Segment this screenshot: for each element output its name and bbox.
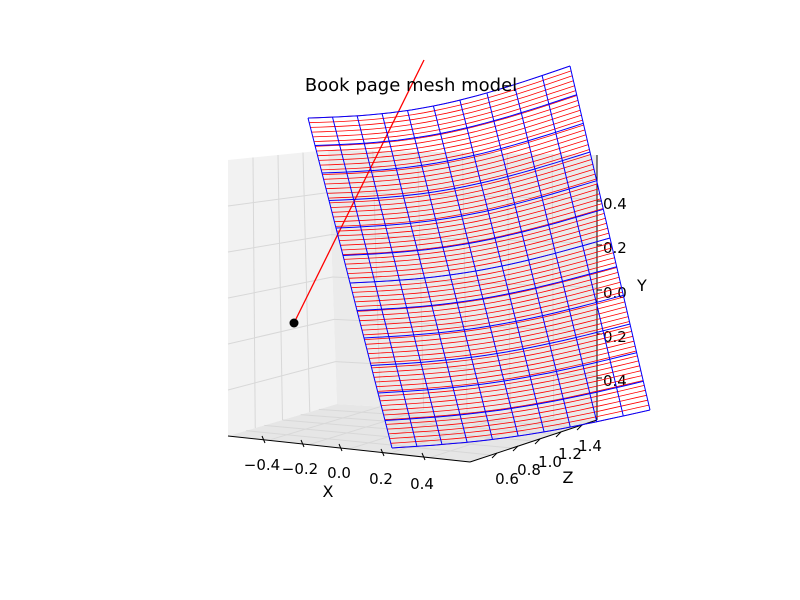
- chart-title: Book page mesh model: [305, 75, 517, 96]
- x-axis-line: [227, 435, 471, 463]
- left-gridline: [277, 154, 283, 421]
- x-tick-label: 0.0: [327, 464, 351, 482]
- mesh-grid-row-line: [328, 151, 591, 201]
- mesh-grid-row-line: [377, 352, 637, 394]
- mesh-grid-row-line: [370, 323, 631, 366]
- mesh-grid-row-line: [335, 180, 597, 229]
- x-tick: [380, 448, 385, 457]
- mesh-grid-row-line: [321, 122, 584, 174]
- z-tick-label: 0.6: [495, 470, 519, 488]
- y-axis-label: Y: [636, 276, 647, 295]
- left-gridline: [252, 157, 256, 429]
- mesh-grid-row-line: [342, 208, 604, 256]
- x-tick: [261, 435, 266, 444]
- x-tick-label: 0.2: [369, 470, 393, 488]
- x-tick: [300, 439, 305, 448]
- camera-point: [289, 318, 299, 328]
- mesh-grid-row-line: [314, 94, 577, 146]
- z-tick-label: 0.8: [517, 461, 541, 479]
- z-tick-label: 1.2: [558, 445, 582, 463]
- mesh-grid-row-line: [391, 409, 651, 449]
- x-tick: [338, 443, 343, 452]
- back-gridline: [335, 361, 598, 377]
- x-tick: [421, 452, 426, 461]
- mesh-grid-row-line: [307, 65, 571, 119]
- z-tick: [491, 452, 498, 459]
- z-axis-line: [469, 419, 598, 463]
- z-tick: [534, 438, 541, 445]
- mesh-grid-row-line: [356, 266, 617, 311]
- left-gridline: [302, 152, 311, 413]
- z-tick-label: 1.4: [578, 437, 602, 455]
- z-tick-labels: 0.6 0.8 1.0 1.2 1.4: [495, 437, 602, 488]
- camera-ray: [293, 59, 425, 324]
- mesh-grid-row-line: [363, 294, 624, 339]
- y-tick-label: 0.4: [603, 195, 627, 213]
- x-tick-label: −0.2: [282, 460, 318, 478]
- z-tick: [576, 424, 583, 431]
- z-tick: [555, 431, 562, 438]
- z-tick: [512, 445, 519, 452]
- left-pane: [228, 150, 337, 436]
- y-tick-label: 0.2: [603, 328, 627, 346]
- x-tick-label: 0.4: [410, 475, 434, 493]
- x-axis-label: X: [323, 482, 334, 501]
- z-axis-label: Z: [563, 468, 574, 487]
- x-tick-labels: −0.4 −0.2 0.0 0.2 0.4: [244, 456, 434, 493]
- mesh-grid-row-line: [349, 237, 611, 284]
- mesh-grid-row-line: [384, 380, 644, 421]
- z-tick-label: 1.0: [538, 453, 562, 471]
- page-mesh-surface: [307, 65, 651, 449]
- x-tick-label: −0.4: [244, 456, 280, 474]
